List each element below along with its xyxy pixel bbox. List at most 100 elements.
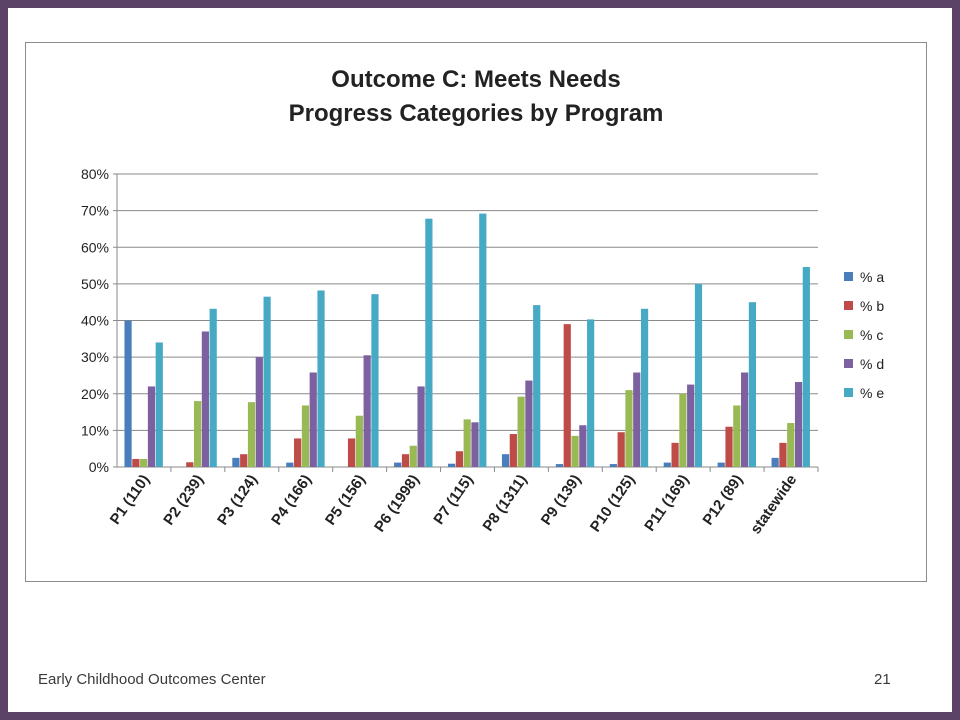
y-tick-label: 40% <box>81 313 109 329</box>
bar-c <box>571 435 579 467</box>
bar-b <box>563 324 571 467</box>
bar-b <box>617 432 625 467</box>
bar-d <box>255 357 263 467</box>
bar-e <box>802 267 810 467</box>
bar-c <box>355 415 363 467</box>
legend-swatch <box>844 359 853 368</box>
bar-b <box>779 442 787 467</box>
bar-b <box>509 434 517 467</box>
x-tick-label: P12 (89) <box>699 472 746 529</box>
bar-e <box>748 302 757 467</box>
bar-d <box>147 386 156 467</box>
legend-label: % b <box>860 298 884 314</box>
x-tick-label: P9 (139) <box>538 472 585 529</box>
bar-a <box>771 457 779 467</box>
bar-e <box>694 283 703 467</box>
y-tick-label: 70% <box>81 203 109 219</box>
legend-label: % d <box>860 356 884 372</box>
bar-d <box>471 422 479 467</box>
y-tick-label: 0% <box>89 459 109 475</box>
x-tick-label: P2 (239) <box>160 472 207 529</box>
bar-e <box>479 213 487 467</box>
bar-d <box>309 372 317 467</box>
bar-d <box>633 372 641 467</box>
bar-a <box>232 457 240 467</box>
chart-title: Outcome C: Meets Needs <box>331 66 621 93</box>
chart-subtitle: Progress Categories by Program <box>288 100 664 127</box>
y-tick-label: 60% <box>81 239 109 255</box>
bar-c <box>301 405 310 467</box>
bar-e <box>209 308 217 467</box>
footer-organization: Early Childhood Outcomes Center <box>38 671 266 688</box>
bar-c <box>517 396 525 467</box>
y-tick-label: 30% <box>81 349 109 365</box>
y-tick-label: 10% <box>81 422 109 438</box>
bar-a <box>448 463 456 467</box>
bar-c <box>247 402 256 467</box>
bar-d <box>794 382 803 467</box>
x-tick-label: P4 (166) <box>268 472 315 529</box>
x-tick-label: P7 (115) <box>430 472 476 528</box>
x-tick-label: P5 (156) <box>322 472 369 529</box>
bar-c <box>409 445 417 467</box>
bar-e <box>425 218 433 467</box>
bar-c <box>733 405 741 467</box>
x-tick-label: P3 (124) <box>214 472 261 529</box>
x-tick-label: P8 (1311) <box>479 472 530 535</box>
slide: Outcome C: Meets Needs Progress Categori… <box>8 8 952 712</box>
bar-a <box>394 462 402 467</box>
bar-a <box>555 464 564 467</box>
bar-d <box>741 372 749 467</box>
legend-label: % c <box>860 327 883 343</box>
bar-a <box>501 454 510 467</box>
y-tick-label: 50% <box>81 276 109 292</box>
legend-label: % e <box>860 385 884 401</box>
bar-b <box>240 454 248 467</box>
bar-d <box>417 386 425 467</box>
bar-c <box>463 419 471 467</box>
bar-e <box>533 305 541 467</box>
y-tick-label: 20% <box>81 386 109 402</box>
bar-b <box>671 442 679 467</box>
x-tick-label: P6 (1998) <box>371 472 423 536</box>
bar-d <box>687 384 695 467</box>
bar-e <box>155 342 163 467</box>
x-tick-label: P11 (169) <box>641 472 692 535</box>
bar-e <box>640 308 649 467</box>
bar-e <box>317 290 325 467</box>
x-tick-label: statewide <box>747 472 800 538</box>
x-tick-label: P1 (110) <box>107 472 153 528</box>
bar-e <box>587 319 595 467</box>
bar-d <box>579 425 587 467</box>
legend-swatch <box>844 388 853 397</box>
chart-frame: Outcome C: Meets Needs Progress Categori… <box>25 42 927 582</box>
bar-c <box>193 401 202 467</box>
x-tick-label: P10 (125) <box>587 472 639 536</box>
page-number: 21 <box>874 671 891 688</box>
bar-b <box>401 454 410 467</box>
bar-e <box>263 296 271 467</box>
bar-a <box>286 462 294 467</box>
bar-chart: 0% 10% 20% 30% 40% 50% 60% 70% 80% P1 (110) P2 (23… <box>81 166 884 538</box>
bar-b <box>186 462 194 467</box>
bar-d <box>363 355 371 467</box>
bar-c <box>625 390 633 467</box>
bar-a <box>717 462 725 467</box>
bar-d <box>525 380 533 467</box>
bar-b <box>347 438 356 467</box>
bar-b <box>455 451 463 467</box>
legend-swatch <box>844 301 853 310</box>
legend-swatch <box>844 272 853 281</box>
bar-c <box>679 393 687 467</box>
y-tick-label: 80% <box>81 166 109 182</box>
bar-a <box>663 462 671 467</box>
bar-b <box>294 438 302 467</box>
bar-b <box>132 458 140 467</box>
bar-a <box>609 464 617 467</box>
legend-label: % a <box>860 269 884 285</box>
bar-a <box>124 320 132 467</box>
bar-b <box>725 426 733 467</box>
bar-c <box>140 458 148 467</box>
legend-swatch <box>844 330 853 339</box>
bar-d <box>201 331 209 467</box>
